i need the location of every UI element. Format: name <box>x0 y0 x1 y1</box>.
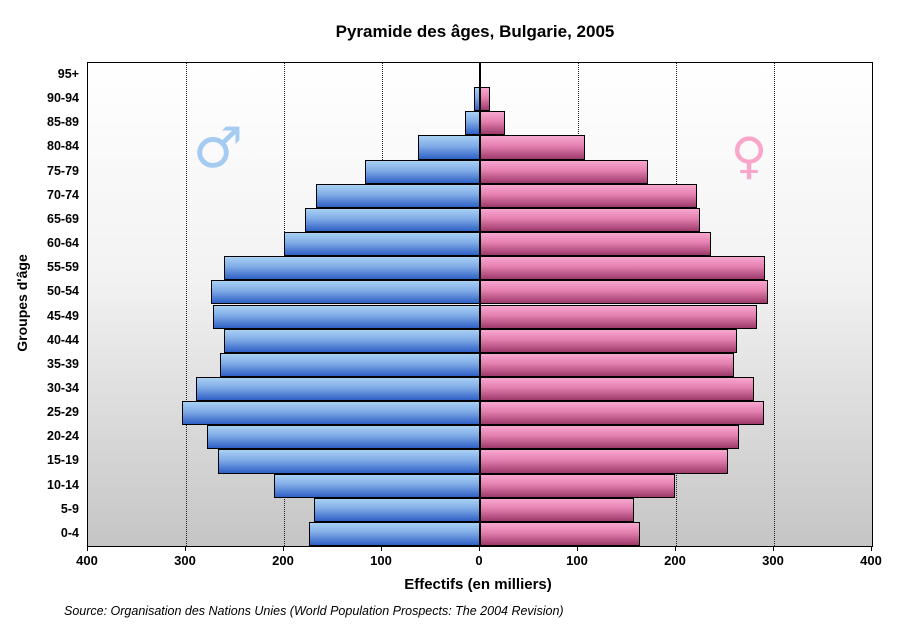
bar-female-10-14 <box>480 473 676 498</box>
bar-male-20-24 <box>206 425 480 450</box>
bar-male-85-89 <box>465 111 480 136</box>
age-label-30-34: 30-34 <box>47 380 79 395</box>
bar-male-40-44 <box>224 328 480 353</box>
bar-female-20-24 <box>480 425 739 450</box>
x-tick-mark <box>381 546 382 551</box>
male-symbol-icon: ♂ <box>192 116 244 181</box>
bar-male-65-69 <box>304 207 480 233</box>
age-label-70-74: 70-74 <box>47 187 79 202</box>
bar-male-15-19 <box>218 449 480 474</box>
bar-male-10-14 <box>274 473 480 498</box>
x-tick-label-7: 300 <box>762 553 784 568</box>
x-tick-mark <box>87 546 88 551</box>
gridline <box>186 63 187 546</box>
age-label-0-4: 0-4 <box>60 525 79 540</box>
bar-female-80-84 <box>480 135 585 160</box>
x-tick-mark <box>577 546 578 551</box>
age-label-65-69: 65-69 <box>47 211 79 226</box>
x-tick-mark <box>479 546 480 551</box>
bar-male-75-79 <box>365 159 480 184</box>
bar-male-50-54 <box>211 280 480 305</box>
age-group-labels: 95+ 90-94 85-89 80-84 75-79 70-74 65-69 60-64 55… <box>0 62 79 545</box>
bar-female-15-19 <box>480 449 728 474</box>
x-axis-title: Effectifs (en milliers) <box>404 576 552 593</box>
bar-female-60-64 <box>480 232 712 257</box>
bar-male-35-39 <box>220 352 480 377</box>
bar-female-75-79 <box>480 159 648 184</box>
x-tick-mark <box>283 546 284 551</box>
chart-title: Pyramide des âges, Bulgarie, 2005 <box>335 22 615 41</box>
x-tick-label-6: 200 <box>664 553 686 568</box>
source-note: Source: Organisation des Nations Unies (… <box>64 604 564 618</box>
bar-male-55-59 <box>224 256 480 281</box>
female-symbol-icon: ♀ <box>730 127 768 185</box>
bar-female-45-49 <box>480 304 758 329</box>
bar-male-5-9 <box>314 497 480 522</box>
bar-female-5-9 <box>480 497 634 522</box>
x-tick-label-5: 100 <box>566 553 588 568</box>
age-label-80-84: 80-84 <box>47 139 79 154</box>
age-label-75-79: 75-79 <box>47 163 79 178</box>
age-label-10-14: 10-14 <box>47 477 79 492</box>
x-tick-label-4: 0 <box>475 553 483 568</box>
age-label-40-44: 40-44 <box>47 332 79 347</box>
x-tick-mark <box>675 546 676 551</box>
x-tick-label-3: 100 <box>370 553 392 568</box>
x-tick-mark <box>185 546 186 551</box>
age-label-85-89: 85-89 <box>47 115 79 130</box>
plot-area: ♂ ♀ <box>87 62 873 547</box>
x-tick-label-0: 400 <box>76 553 98 568</box>
x-tick-label-8: 400 <box>860 553 882 568</box>
bar-female-50-54 <box>480 280 769 305</box>
bar-female-90-94 <box>480 87 490 112</box>
bar-male-0-4 <box>308 521 480 546</box>
age-label-5-9: 5-9 <box>60 501 79 516</box>
bar-female-70-74 <box>480 183 697 208</box>
bar-male-60-64 <box>284 232 480 257</box>
bar-female-55-59 <box>480 256 766 281</box>
bar-male-70-74 <box>316 183 480 208</box>
bar-male-45-49 <box>213 304 480 329</box>
bar-male-30-34 <box>195 376 480 402</box>
age-label-15-19: 15-19 <box>47 453 79 468</box>
age-label-25-29: 25-29 <box>47 405 79 420</box>
x-tick-mark <box>773 546 774 551</box>
bar-female-85-89 <box>480 111 506 136</box>
age-label-35-39: 35-39 <box>47 356 79 371</box>
gridline <box>774 63 775 546</box>
bar-female-0-4 <box>480 521 640 546</box>
age-label-20-24: 20-24 <box>47 429 79 444</box>
age-label-45-49: 45-49 <box>47 308 79 323</box>
bar-female-25-29 <box>480 401 765 426</box>
bar-female-65-69 <box>480 207 700 233</box>
bar-female-35-39 <box>480 352 734 377</box>
x-tick-mark <box>871 546 872 551</box>
bar-male-25-29 <box>182 401 480 426</box>
age-label-55-59: 55-59 <box>47 260 79 275</box>
age-label-60-64: 60-64 <box>47 236 79 251</box>
bar-female-30-34 <box>480 376 755 402</box>
x-tick-label-2: 200 <box>272 553 294 568</box>
age-label-90-94: 90-94 <box>47 91 79 106</box>
bar-female-40-44 <box>480 328 737 353</box>
age-label-50-54: 50-54 <box>47 284 79 299</box>
bar-male-80-84 <box>418 135 480 160</box>
age-label-95+: 95+ <box>57 67 79 81</box>
x-tick-label-1: 300 <box>174 553 196 568</box>
bar-male-90-94 <box>474 87 480 112</box>
